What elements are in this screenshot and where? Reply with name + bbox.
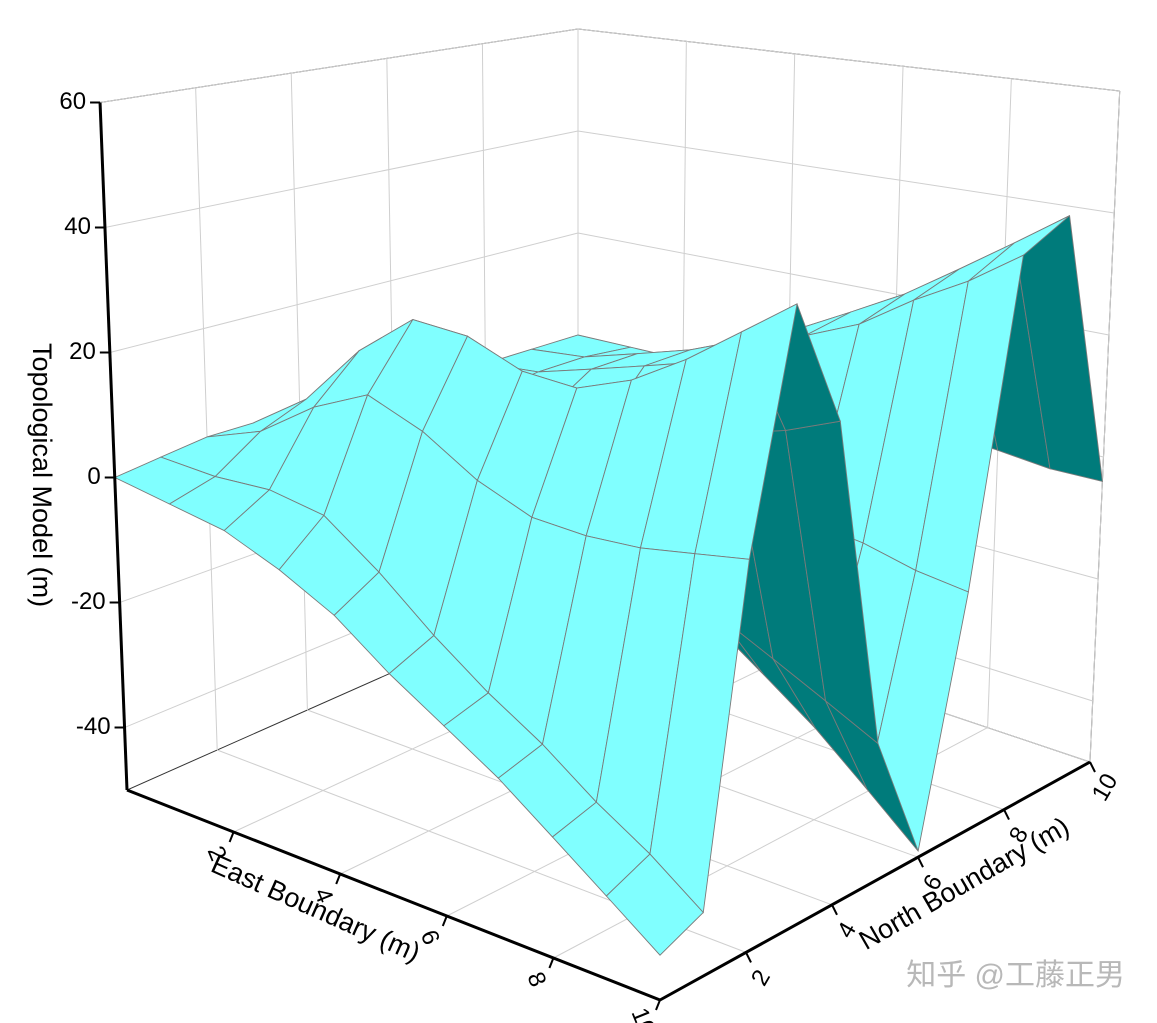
x-tick-label: 8 xyxy=(521,968,551,991)
y-tick-label: 2 xyxy=(746,965,776,990)
y-tick xyxy=(831,904,838,916)
x-tick-label: 10 xyxy=(626,1004,661,1023)
surface xyxy=(113,215,1103,956)
grid-line xyxy=(195,87,218,751)
surface-cell xyxy=(605,853,704,956)
y-tick xyxy=(1089,761,1096,773)
grid-line xyxy=(99,28,579,103)
grid-line xyxy=(1089,90,1121,763)
x-tick xyxy=(548,957,555,969)
x-axis-label: East Boundary (m) xyxy=(207,849,425,968)
grid-line xyxy=(104,130,579,228)
z-axis xyxy=(98,102,129,791)
z-tick-label: 20 xyxy=(69,338,96,365)
grid-line xyxy=(577,130,1115,214)
z-tick-label: 0 xyxy=(87,463,100,490)
y-tick xyxy=(1003,809,1010,821)
y-tick xyxy=(917,856,924,868)
x-tick xyxy=(228,831,235,843)
y-tick-label: 10 xyxy=(1087,769,1124,806)
x-tick xyxy=(441,915,448,927)
z-tick-label: -20 xyxy=(71,588,106,615)
z-tick-label: -40 xyxy=(76,713,111,740)
y-axis xyxy=(659,760,1091,1002)
x-axis xyxy=(126,788,661,1002)
z-tick-label: 40 xyxy=(64,213,91,240)
grid-line xyxy=(109,232,579,353)
watermark: 知乎 @工藤正男 xyxy=(906,959,1125,992)
z-tick-label: 60 xyxy=(59,88,86,115)
grid-line xyxy=(577,28,1120,92)
y-tick xyxy=(745,951,752,963)
x-tick xyxy=(655,999,661,1011)
grid-line xyxy=(290,73,308,711)
x-tick xyxy=(335,873,342,885)
z-axis-label: Topological Model (m) xyxy=(27,343,57,607)
